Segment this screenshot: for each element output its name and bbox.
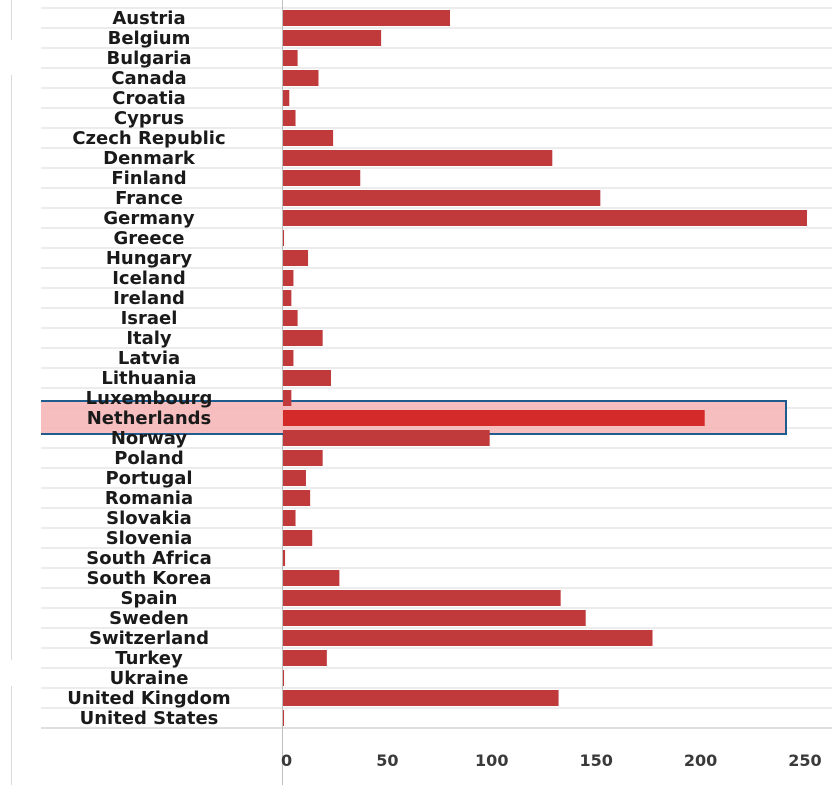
bar-lithuania[interactable] [283,370,332,386]
bar-france[interactable] [283,190,601,206]
category-label: Israel [121,308,178,329]
chart-panel: Austria Belgium Bulgaria Canada Croatia Cypru… [41,0,832,785]
bar-bulgaria[interactable] [283,50,298,66]
category-label: Belgium [108,28,191,49]
category-label: United Kingdom [67,688,230,709]
category-label: Germany [103,208,195,229]
bar-hungary[interactable] [283,250,309,266]
bar-slovakia[interactable] [283,510,296,526]
bar-poland[interactable] [283,450,323,466]
category-label: Slovenia [106,528,193,549]
category-label: Poland [114,448,184,469]
bar-ireland[interactable] [283,290,292,306]
category-label: South Africa [86,548,211,569]
bar-denmark[interactable] [283,150,553,166]
bar-luxembourg[interactable] [283,390,292,406]
x-tick-label: 250 [788,751,821,770]
category-label: Croatia [112,88,186,109]
bar-austria[interactable] [283,10,451,26]
category-label: Ireland [113,288,185,309]
category-label: Luxembourg [86,388,213,409]
bars [283,10,807,726]
category-label: Romania [105,488,193,509]
bar-netherlands[interactable] [283,410,705,426]
bar-iceland[interactable] [283,270,294,286]
bar-croatia[interactable] [283,90,290,106]
category-label: Sweden [109,608,189,629]
category-label: Lithuania [101,368,196,389]
category-label: Austria [112,8,185,29]
category-label: Bulgaria [107,48,192,69]
category-label: Italy [126,328,172,349]
category-label: South Korea [86,568,211,589]
left-panel-bottom [0,686,12,785]
bar-portugal[interactable] [283,470,306,486]
left-panel-middle [0,75,12,660]
bar-united-states[interactable] [283,710,285,726]
bar-united-kingdom[interactable] [283,690,559,706]
category-label: Spain [121,588,178,609]
bar-belgium[interactable] [283,30,382,46]
category-label: Netherlands [87,408,212,429]
category-label: Denmark [103,148,196,169]
x-tick-label: 0 [281,751,292,770]
row-dividers [41,0,832,785]
x-tick-label: 200 [684,751,717,770]
bar-south-korea[interactable] [283,570,340,586]
x-tick-label: 150 [579,751,612,770]
category-label: Norway [111,428,188,449]
category-label: Czech Republic [72,128,225,149]
bar-finland[interactable] [283,170,361,186]
category-label: Cyprus [114,108,184,129]
bar-canada[interactable] [283,70,319,86]
category-label: Latvia [118,348,180,369]
category-label: Portugal [105,468,192,489]
category-label: Switzerland [89,628,209,649]
category-label: Hungary [106,248,193,269]
left-panel-top [0,0,12,40]
bar-chart: AustriaBelgiumBulgariaCanadaCroatiaCypru… [41,0,832,785]
category-label: Iceland [112,268,186,289]
category-label: Canada [111,68,186,89]
bar-romania[interactable] [283,490,311,506]
category-label: Finland [111,168,186,189]
bar-spain[interactable] [283,590,561,606]
bar-slovenia[interactable] [283,530,313,546]
bar-sweden[interactable] [283,610,586,626]
bar-norway[interactable] [283,430,490,446]
category-label: Turkey [115,648,183,669]
bar-switzerland[interactable] [283,630,653,646]
category-label: France [115,188,183,209]
bar-ukraine[interactable] [283,670,285,686]
x-axis: 0 50 100 150 200 250 [41,727,832,770]
bar-italy[interactable] [283,330,323,346]
bar-cyprus[interactable] [283,110,296,126]
x-tick-label: 100 [475,751,508,770]
category-label: Slovakia [106,508,192,529]
bar-germany[interactable] [283,210,807,226]
x-tick-label: 50 [376,751,398,770]
category-labels: AustriaBelgiumBulgariaCanadaCroatiaCypru… [67,8,230,729]
bar-latvia[interactable] [283,350,294,366]
bar-south-africa[interactable] [283,550,286,566]
bar-greece[interactable] [283,230,285,246]
bar-czech-republic[interactable] [283,130,334,146]
category-label: Ukraine [110,668,189,689]
category-label: United States [80,708,219,729]
category-label: Greece [114,228,185,249]
bar-turkey[interactable] [283,650,327,666]
bar-israel[interactable] [283,310,298,326]
